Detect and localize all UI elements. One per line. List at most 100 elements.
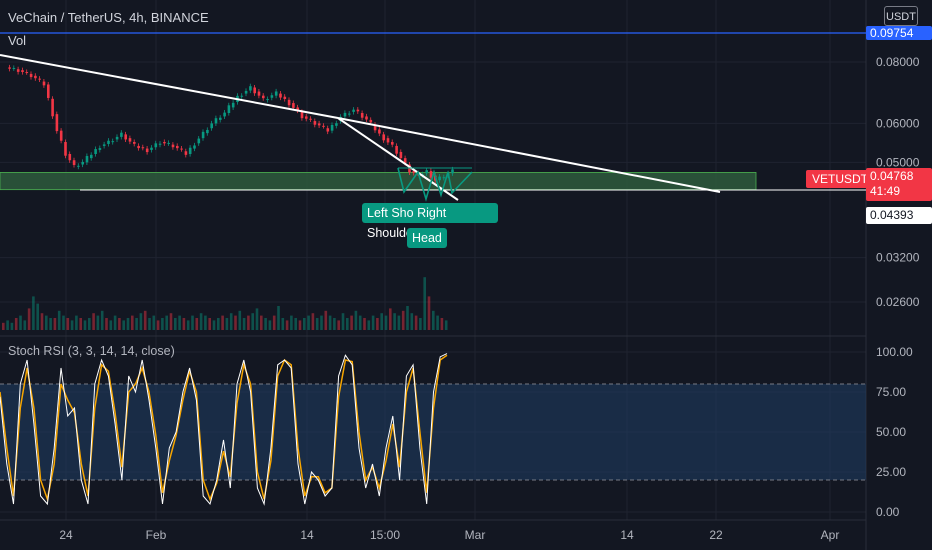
- price-candles: [8, 64, 454, 184]
- candle-body: [287, 99, 291, 106]
- candle-body: [94, 149, 97, 154]
- volume-bar: [32, 296, 35, 330]
- candle-body: [348, 113, 351, 115]
- volume-bar: [204, 315, 207, 330]
- support-zone[interactable]: [0, 172, 757, 191]
- candle-body: [279, 93, 282, 98]
- candle-body: [266, 99, 269, 101]
- candle-body: [102, 144, 106, 146]
- head-label[interactable]: Head: [407, 228, 447, 248]
- candle-body: [206, 129, 209, 134]
- last-price-tag: 0.04768 41:49: [866, 168, 932, 201]
- volume-bar: [57, 310, 61, 330]
- candle-body: [317, 123, 321, 126]
- candle-body: [188, 147, 192, 154]
- volume-bar: [436, 315, 439, 330]
- candle-body: [81, 161, 84, 165]
- candle-body: [292, 103, 295, 108]
- candle-body: [184, 151, 188, 155]
- candle-body: [90, 154, 93, 159]
- candle-body: [141, 147, 145, 149]
- candle-body: [193, 145, 196, 149]
- candle-body: [51, 98, 54, 117]
- candle-body: [262, 95, 265, 99]
- candle-body: [391, 142, 394, 145]
- volume-bar: [358, 315, 362, 330]
- candle-body: [42, 81, 46, 86]
- volume-bar: [83, 320, 87, 330]
- candle-body: [335, 123, 338, 126]
- candle-body: [412, 171, 416, 173]
- candle-body: [283, 96, 287, 100]
- candle-body: [34, 75, 37, 79]
- candle-body: [438, 176, 441, 181]
- candle-body: [326, 128, 330, 132]
- price-tick-label: 0.06000: [876, 116, 920, 130]
- currency-button[interactable]: USDT: [884, 6, 918, 26]
- volume-bar: [281, 318, 285, 330]
- volume-bar: [152, 315, 156, 330]
- volume-bar: [19, 315, 22, 330]
- volume-bars: [2, 277, 448, 330]
- rsi-tick-label: 0.00: [876, 505, 900, 519]
- time-tick-label: 14: [300, 528, 314, 542]
- candle-body: [330, 124, 334, 131]
- volume-bar: [36, 303, 39, 330]
- volume-bar: [217, 318, 220, 330]
- volume-bar: [367, 320, 371, 330]
- rsi-tick-label: 25.00: [876, 465, 906, 479]
- candle-body: [201, 131, 205, 139]
- level-price-tag: 0.09754: [866, 26, 932, 40]
- volume-bar: [10, 322, 14, 330]
- volume-bar: [320, 315, 323, 330]
- volume-bar: [195, 318, 199, 330]
- volume-bar: [393, 313, 396, 330]
- candle-body: [386, 138, 390, 143]
- volume-bar: [384, 315, 388, 330]
- candle-body: [171, 144, 175, 148]
- candle-body: [98, 148, 102, 150]
- volume-bar: [186, 320, 190, 330]
- volume-bar: [380, 313, 383, 330]
- time-tick-label: 24: [59, 528, 73, 542]
- volume-bar: [191, 315, 194, 330]
- candle-body: [356, 109, 360, 112]
- time-tick-label: Feb: [146, 528, 167, 542]
- candle-body: [176, 145, 179, 149]
- volume-bar: [96, 315, 100, 330]
- volume-bar: [307, 315, 310, 330]
- volume-bar: [238, 310, 242, 330]
- candle-body: [107, 140, 110, 144]
- volume-bar: [49, 318, 52, 330]
- candle-body: [59, 130, 63, 141]
- shoulder-labels[interactable]: Left Sho Right Shoulder: [362, 203, 498, 240]
- candle-body: [180, 148, 183, 150]
- volume-bar: [354, 310, 358, 330]
- candle-body: [8, 67, 11, 69]
- candle-body: [305, 116, 308, 119]
- descending-trendline-ext: [337, 117, 721, 193]
- candle-body: [343, 112, 347, 117]
- candle-body: [219, 117, 222, 120]
- candle-body: [38, 78, 41, 80]
- candle-body: [373, 124, 377, 131]
- volume-bar: [432, 310, 435, 330]
- volume-bar: [169, 313, 173, 330]
- volume-bar: [62, 315, 65, 330]
- volume-bar: [143, 310, 147, 330]
- volume-bar: [2, 322, 5, 330]
- volume-bar: [122, 320, 125, 330]
- volume-bar: [311, 313, 315, 330]
- volume-bar: [79, 318, 82, 330]
- volume-bar: [199, 313, 203, 330]
- volume-bar: [303, 318, 306, 330]
- volume-bar: [324, 310, 328, 330]
- left-shoulder-label: Left Sho: [367, 206, 414, 220]
- candle-body: [360, 113, 364, 118]
- volume-bar: [376, 318, 379, 330]
- trend-drawings[interactable]: [0, 54, 866, 202]
- volume-bar: [53, 318, 57, 330]
- candle-body: [214, 118, 218, 124]
- candle-body: [120, 132, 123, 137]
